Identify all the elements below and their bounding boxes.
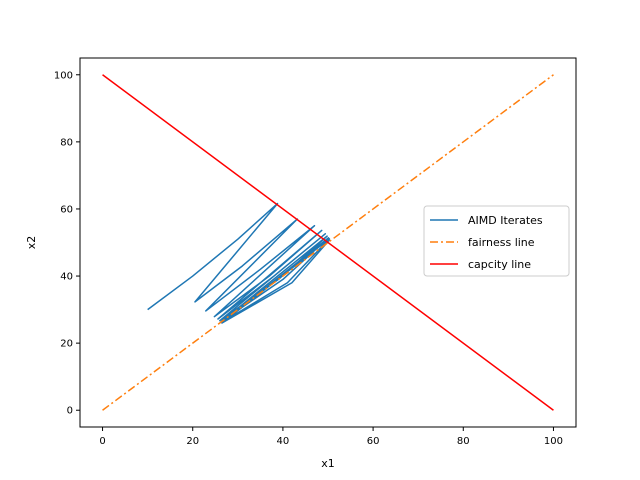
y-tick-label: 40 — [60, 272, 73, 283]
legend-label-fairness: fairness line — [468, 236, 535, 249]
y-tick-label: 60 — [60, 204, 73, 215]
y-tick-label: 80 — [60, 137, 73, 148]
capacity-line — [102, 74, 554, 411]
x-tick-label: 20 — [186, 436, 199, 447]
legend-label-capacity: capcity line — [468, 258, 531, 271]
ticks-layer: 0 20 40 60 80 100 0 20 40 60 80 100 — [54, 70, 563, 447]
plot-frame — [79, 57, 577, 428]
x-tick-label: 40 — [277, 436, 290, 447]
y-axis-label: x2 — [25, 236, 38, 250]
legend-label-aimd: AIMD Iterates — [468, 214, 543, 227]
x-tick-label: 100 — [544, 436, 563, 447]
x-tick-label: 0 — [99, 436, 105, 447]
x-axis-label: x1 — [321, 457, 335, 470]
legend: AIMD Iterates fairness line capcity line — [423, 205, 570, 277]
x-tick-label: 80 — [457, 436, 470, 447]
y-tick-label: 0 — [67, 406, 73, 417]
aimd-iterates-line — [147, 202, 331, 324]
legend-box — [423, 205, 570, 277]
plot-area — [102, 74, 554, 411]
y-tick-label: 20 — [60, 339, 73, 350]
y-tick-label: 100 — [54, 70, 73, 81]
fairness-line — [102, 74, 554, 411]
x-tick-label: 60 — [367, 436, 380, 447]
